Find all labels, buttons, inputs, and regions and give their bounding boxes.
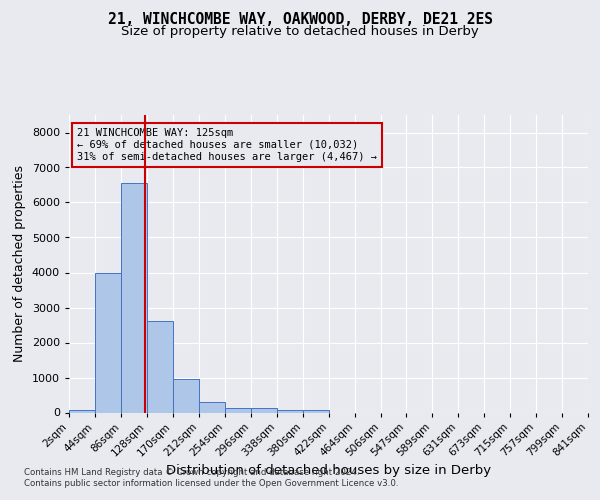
Bar — [303, 410, 329, 412]
Text: Contains HM Land Registry data © Crown copyright and database right 2024.
Contai: Contains HM Land Registry data © Crown c… — [24, 468, 398, 487]
X-axis label: Distribution of detached houses by size in Derby: Distribution of detached houses by size … — [166, 464, 491, 477]
Text: 21, WINCHCOMBE WAY, OAKWOOD, DERBY, DE21 2ES: 21, WINCHCOMBE WAY, OAKWOOD, DERBY, DE21… — [107, 12, 493, 28]
Bar — [251, 408, 277, 412]
Bar — [95, 273, 121, 412]
Bar — [121, 183, 147, 412]
Bar — [199, 402, 225, 412]
Bar — [277, 410, 303, 412]
Bar — [173, 379, 199, 412]
Bar — [225, 408, 251, 412]
Text: 21 WINCHCOMBE WAY: 125sqm
← 69% of detached houses are smaller (10,032)
31% of s: 21 WINCHCOMBE WAY: 125sqm ← 69% of detac… — [77, 128, 377, 162]
Y-axis label: Number of detached properties: Number of detached properties — [13, 165, 26, 362]
Bar — [147, 321, 173, 412]
Text: Size of property relative to detached houses in Derby: Size of property relative to detached ho… — [121, 25, 479, 38]
Bar — [69, 410, 95, 412]
